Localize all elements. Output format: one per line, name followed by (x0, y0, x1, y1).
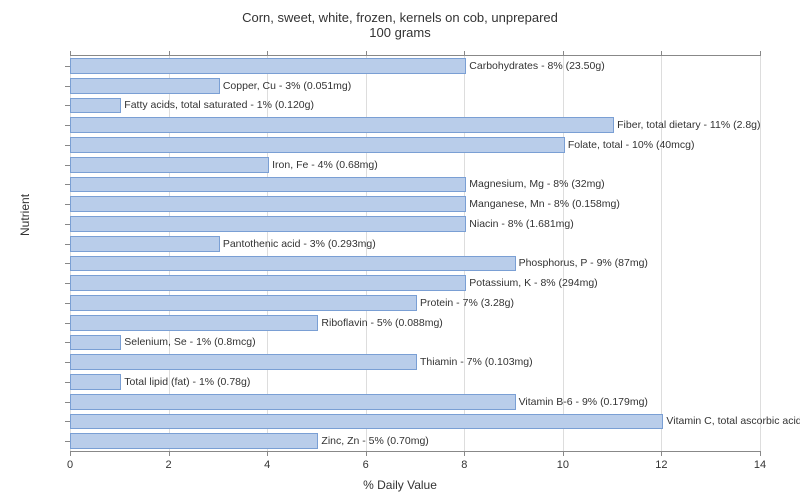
x-tick (267, 451, 268, 456)
bar-label: Manganese, Mn - 8% (0.158mg) (464, 198, 620, 210)
bar-row: Zinc, Zn - 5% (0.70mg) (70, 431, 760, 451)
bar-label: Iron, Fe - 4% (0.68mg) (267, 159, 378, 171)
plot-area: 02468101214Carbohydrates - 8% (23.50g)Co… (70, 55, 760, 452)
nutrient-bar (70, 216, 466, 232)
nutrient-bar (70, 117, 614, 133)
x-tick-label: 4 (264, 459, 270, 471)
bar-label: Thiamin - 7% (0.103mg) (415, 356, 533, 368)
bar-label: Pantothenic acid - 3% (0.293mg) (218, 238, 376, 250)
nutrient-bar (70, 137, 565, 153)
bar-label: Vitamin C, total ascorbic acid - 12% (7.… (661, 415, 800, 427)
x-tick (760, 451, 761, 456)
x-tick-label: 10 (557, 459, 569, 471)
chart-title: Corn, sweet, white, frozen, kernels on c… (0, 0, 800, 40)
nutrient-bar (70, 98, 121, 114)
bar-label: Zinc, Zn - 5% (0.70mg) (316, 435, 428, 447)
bar-label: Vitamin B-6 - 9% (0.179mg) (514, 396, 648, 408)
x-tick-label: 14 (754, 459, 766, 471)
bar-label: Phosphorus, P - 9% (87mg) (514, 257, 648, 269)
y-axis-label: Nutrient (18, 194, 32, 236)
x-tick-label: 0 (67, 459, 73, 471)
bar-label: Potassium, K - 8% (294mg) (464, 277, 597, 289)
nutrient-bar (70, 78, 220, 94)
x-tick (366, 451, 367, 456)
bar-label: Copper, Cu - 3% (0.051mg) (218, 80, 351, 92)
nutrient-bar (70, 335, 121, 351)
nutrient-chart: Corn, sweet, white, frozen, kernels on c… (0, 0, 800, 500)
x-tick-label: 6 (363, 459, 369, 471)
bar-row: Fiber, total dietary - 11% (2.8g) (70, 115, 760, 135)
bar-row: Manganese, Mn - 8% (0.158mg) (70, 194, 760, 214)
bar-row: Potassium, K - 8% (294mg) (70, 273, 760, 293)
nutrient-bar (70, 177, 466, 193)
nutrient-bar (70, 315, 318, 331)
title-line-2: 100 grams (0, 25, 800, 40)
bar-row: Iron, Fe - 4% (0.68mg) (70, 155, 760, 175)
nutrient-bar (70, 275, 466, 291)
x-tick (563, 451, 564, 456)
x-tick (464, 451, 465, 456)
nutrient-bar (70, 157, 269, 173)
bar-label: Riboflavin - 5% (0.088mg) (316, 317, 442, 329)
bar-row: Carbohydrates - 8% (23.50g) (70, 56, 760, 76)
bar-row: Riboflavin - 5% (0.088mg) (70, 313, 760, 333)
x-tick-label: 2 (166, 459, 172, 471)
x-axis-label: % Daily Value (363, 478, 437, 492)
x-tick (661, 451, 662, 456)
x-tick (70, 451, 71, 456)
nutrient-bar (70, 374, 121, 390)
bar-row: Selenium, Se - 1% (0.8mcg) (70, 333, 760, 353)
nutrient-bar (70, 433, 318, 449)
bar-label: Fatty acids, total saturated - 1% (0.120… (119, 99, 314, 111)
bar-row: Folate, total - 10% (40mcg) (70, 135, 760, 155)
title-line-1: Corn, sweet, white, frozen, kernels on c… (0, 10, 800, 25)
bar-row: Vitamin B-6 - 9% (0.179mg) (70, 392, 760, 412)
bar-row: Fatty acids, total saturated - 1% (0.120… (70, 96, 760, 116)
bar-label: Niacin - 8% (1.681mg) (464, 218, 573, 230)
bar-label: Carbohydrates - 8% (23.50g) (464, 60, 604, 72)
gridline (760, 56, 761, 451)
bar-row: Total lipid (fat) - 1% (0.78g) (70, 372, 760, 392)
x-tick (169, 451, 170, 456)
bar-row: Vitamin C, total ascorbic acid - 12% (7.… (70, 412, 760, 432)
x-tick-label: 12 (655, 459, 667, 471)
bar-row: Niacin - 8% (1.681mg) (70, 214, 760, 234)
bar-label: Magnesium, Mg - 8% (32mg) (464, 178, 604, 190)
nutrient-bar (70, 196, 466, 212)
bar-row: Thiamin - 7% (0.103mg) (70, 352, 760, 372)
bar-row: Magnesium, Mg - 8% (32mg) (70, 175, 760, 195)
bar-label: Protein - 7% (3.28g) (415, 297, 514, 309)
bar-label: Total lipid (fat) - 1% (0.78g) (119, 376, 250, 388)
nutrient-bar (70, 414, 663, 430)
bar-row: Pantothenic acid - 3% (0.293mg) (70, 234, 760, 254)
nutrient-bar (70, 236, 220, 252)
nutrient-bar (70, 295, 417, 311)
nutrient-bar (70, 354, 417, 370)
bar-label: Folate, total - 10% (40mcg) (563, 139, 695, 151)
bar-label: Selenium, Se - 1% (0.8mcg) (119, 336, 255, 348)
bar-row: Phosphorus, P - 9% (87mg) (70, 254, 760, 274)
x-tick (760, 51, 761, 56)
nutrient-bar (70, 58, 466, 74)
x-tick-label: 8 (461, 459, 467, 471)
bar-row: Protein - 7% (3.28g) (70, 293, 760, 313)
bar-label: Fiber, total dietary - 11% (2.8g) (612, 119, 760, 131)
nutrient-bar (70, 256, 516, 272)
bar-row: Copper, Cu - 3% (0.051mg) (70, 76, 760, 96)
nutrient-bar (70, 394, 516, 410)
